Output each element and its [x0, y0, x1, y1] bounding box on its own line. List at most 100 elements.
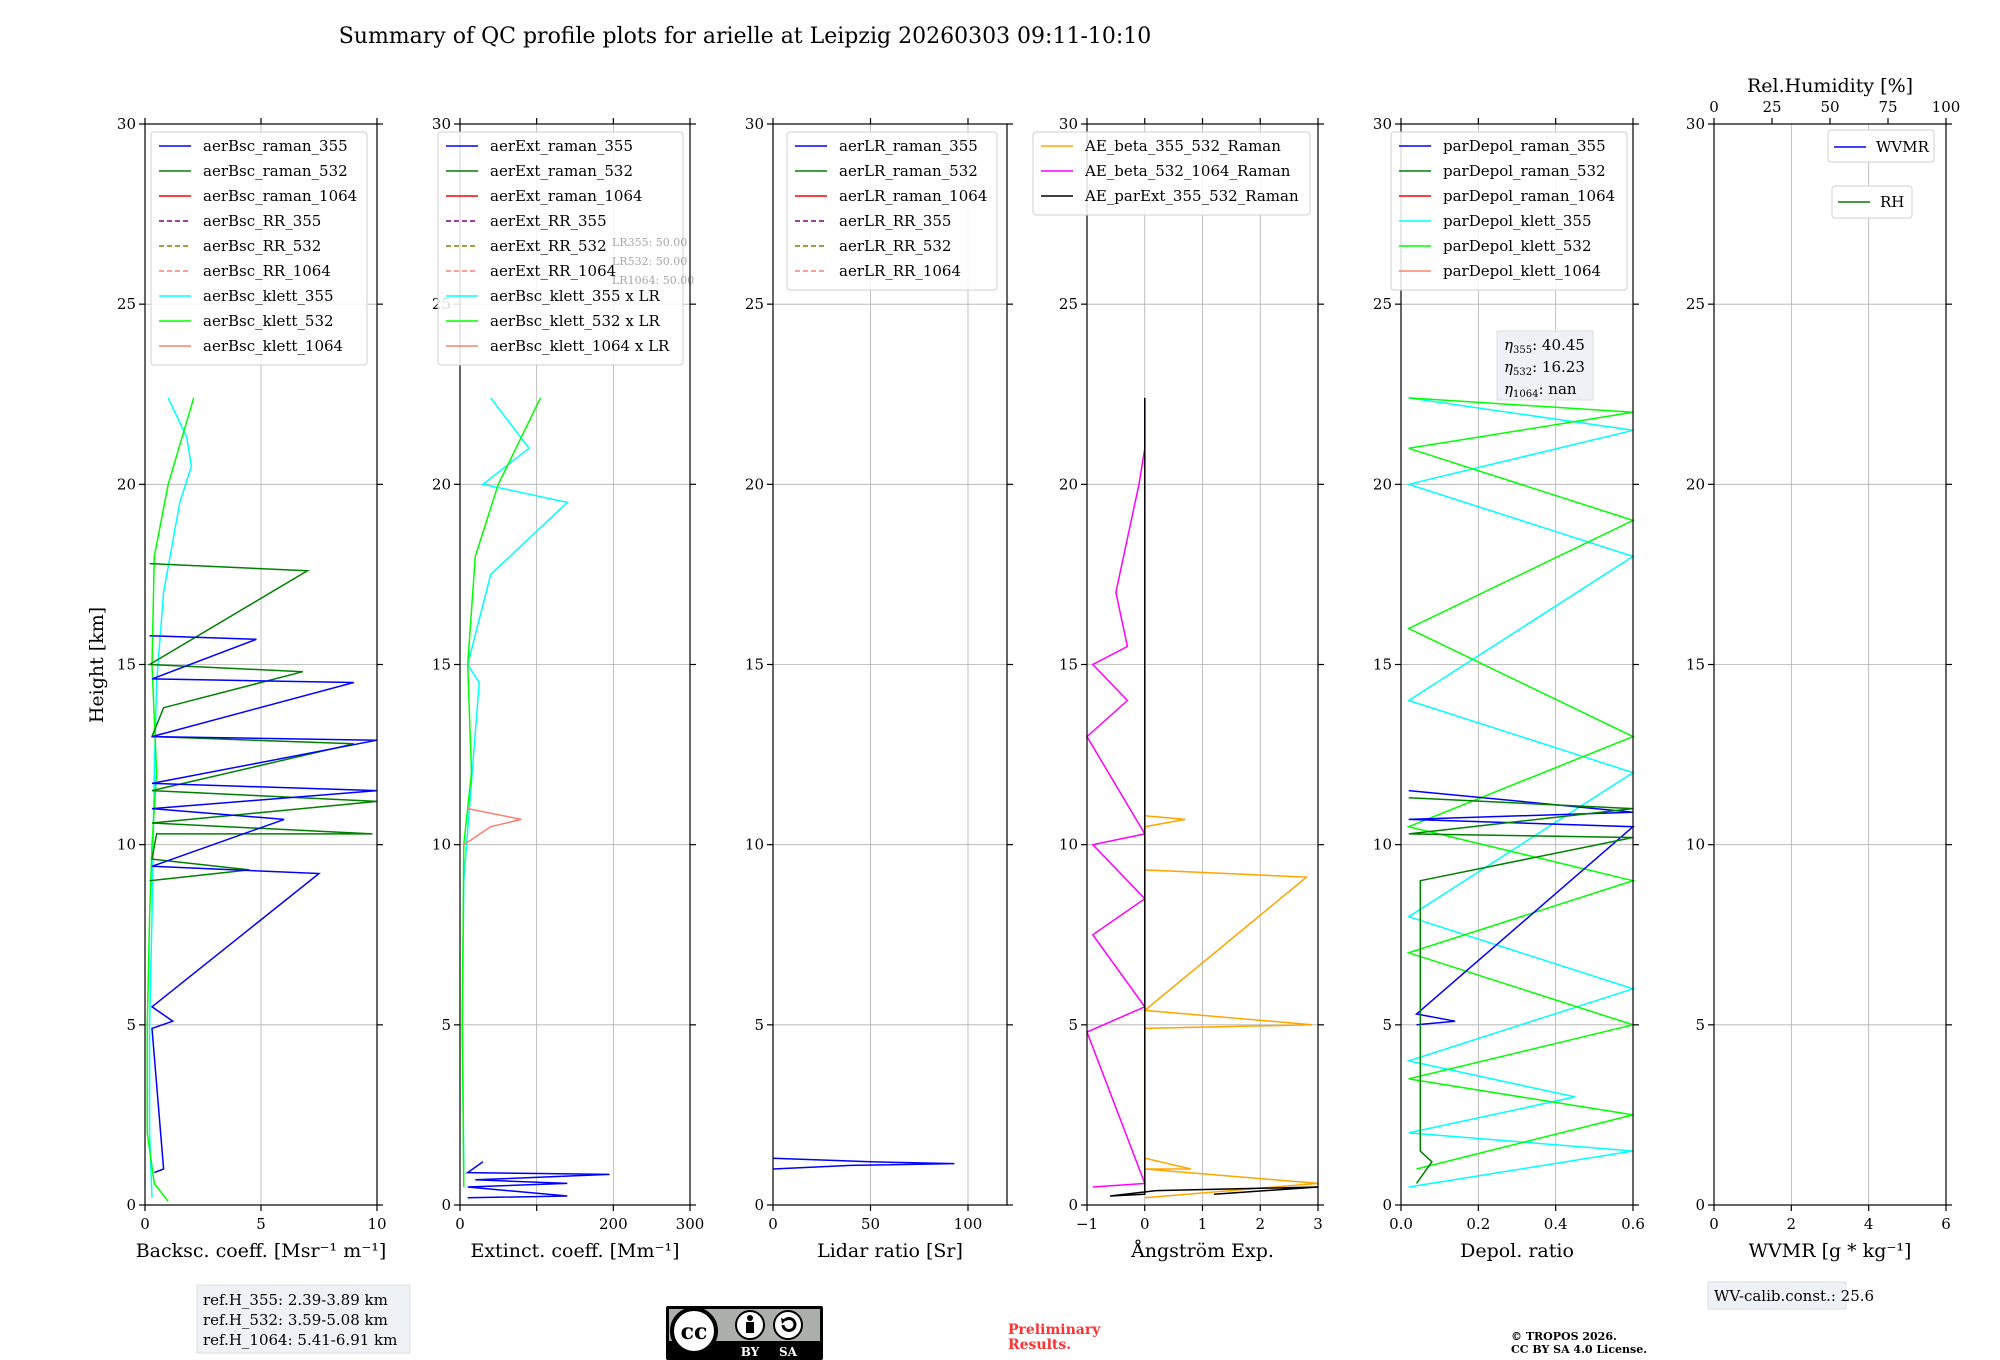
- ytick-label-ae: 20: [1059, 475, 1078, 493]
- legend-box-ext: [437, 131, 684, 366]
- legend-box-wv: [1831, 185, 1913, 219]
- ytick-label-ae: 25: [1059, 295, 1078, 313]
- cc-license-badge: cc BY SA: [666, 1306, 823, 1360]
- legend-label-lr: aerLR_raman_1064: [839, 187, 987, 205]
- ref-height-532: ref.H_532: 3.59-5.08 km: [203, 1311, 388, 1329]
- xtick-label-ext: 300: [676, 1215, 705, 1233]
- ytick-label-bsc: 5: [126, 1016, 136, 1034]
- xtick-label-ext: 200: [599, 1215, 628, 1233]
- ytick-label-lr: 5: [754, 1016, 764, 1034]
- cc-sa-label: SA: [779, 1345, 798, 1359]
- xtick-label-wv: 0: [1709, 1215, 1719, 1233]
- series-parDepol_raman_355: [1408, 789, 1635, 1026]
- xtick-label-lr: 0: [768, 1215, 778, 1233]
- series-aerBsc_klett_532: [146, 397, 195, 1202]
- legend-label-bsc: aerBsc_klett_355: [203, 287, 334, 305]
- legend-label-bsc: aerBsc_RR_355: [203, 212, 321, 230]
- legend-ae: AE_beta_355_532_Raman AE_beta_532_1064_Ra…: [1032, 131, 1311, 216]
- legend-label-ext: aerExt_raman_532: [490, 162, 633, 180]
- series-parDepol_klett_355: [1405, 397, 1636, 1188]
- series-aerLR_raman_355: [772, 1157, 955, 1170]
- eta-532-value: 16.23: [1542, 358, 1585, 376]
- ytick-label-ext: 10: [432, 836, 451, 854]
- preliminary-line-2: Results.: [1008, 1337, 1071, 1353]
- svg-text:η532: 16.23: η532: 16.23: [1504, 358, 1585, 378]
- xtick-label-ae: −1: [1076, 1215, 1098, 1233]
- legend-label-depol: parDepol_klett_1064: [1443, 262, 1601, 280]
- series-aerBsc_raman_532: [147, 562, 378, 882]
- ytick-label-lr: 0: [754, 1196, 764, 1214]
- ref-height-355: ref.H_355: 2.39-3.89 km: [203, 1291, 388, 1309]
- legend-label-depol: parDepol_raman_1064: [1443, 187, 1615, 205]
- ytick-label-wv: 25: [1686, 295, 1705, 313]
- ytick-label-lr: 20: [745, 475, 764, 493]
- ytick-label-depol: 10: [1373, 836, 1392, 854]
- ytick-label-ext: 30: [432, 115, 451, 133]
- cc-logo-text: cc: [681, 1319, 708, 1345]
- preliminary-line-1: Preliminary: [1008, 1322, 1101, 1338]
- ytick-label-wv: 0: [1695, 1196, 1705, 1214]
- series-aerBsc_klett_532 x LR: [461, 397, 542, 1188]
- legend-label-lr: aerLR_RR_355: [839, 212, 951, 230]
- lr-note-1064: LR1064: 50.00: [612, 274, 694, 287]
- xtick-label-bsc: 0: [140, 1215, 150, 1233]
- ytick-label-ae: 5: [1068, 1016, 1078, 1034]
- legend-label-lr: aerLR_RR_1064: [839, 262, 961, 280]
- eta-box: η355: 40.45 η532: 16.23 η1064: nan: [1496, 330, 1594, 401]
- legend-lr: aerLR_raman_355 aerLR_raman_532 aerLR_rama…: [786, 131, 998, 291]
- xtick-label-ae: 3: [1313, 1215, 1323, 1233]
- xlabel-ext: Extinct. coeff. [Mm⁻¹]: [470, 1240, 679, 1262]
- xtick-label-ext: 0: [455, 1215, 465, 1233]
- legend-label-depol: parDepol_raman_355: [1443, 137, 1606, 155]
- ytick-label-depol: 0: [1382, 1196, 1392, 1214]
- legend-label-ext: aerExt_raman_1064: [490, 187, 643, 205]
- sa-share-icon: [773, 1310, 803, 1340]
- legend-label-bsc: aerBsc_raman_355: [203, 137, 348, 155]
- legend-label-bsc: aerBsc_raman_532: [203, 162, 348, 180]
- legend-depol: parDepol_raman_355 parDepol_raman_532 parD…: [1390, 131, 1628, 291]
- copyright-line-2: CC BY SA 4.0 License.: [1511, 1343, 1647, 1356]
- ytick-label-lr: 15: [745, 656, 764, 674]
- series-parDepol_raman_532: [1408, 797, 1634, 1184]
- ytick-label-ae: 10: [1059, 836, 1078, 854]
- ytick-label-depol: 5: [1382, 1016, 1392, 1034]
- ytick-label-wv: 10: [1686, 836, 1705, 854]
- series-AE_parExt_355_532_Raman: [1110, 397, 1319, 1197]
- ytick-label-lr: 30: [745, 115, 764, 133]
- xtick-label-wv: 6: [1941, 1215, 1951, 1233]
- ytick-label-ae: 0: [1068, 1196, 1078, 1214]
- ytick-label-bsc: 0: [126, 1196, 136, 1214]
- y-axis-label: Height [km]: [86, 607, 108, 723]
- top-xlabel-wv: Rel.Humidity [%]: [1747, 75, 1913, 97]
- legend-label-ext: aerBsc_klett_1064 x LR: [490, 337, 670, 355]
- legend-label-ext: aerExt_RR_355: [490, 212, 607, 230]
- legend-label-ext: aerExt_RR_1064: [490, 262, 616, 280]
- legend-label-bsc: aerBsc_klett_1064: [203, 337, 343, 355]
- ytick-label-lr: 10: [745, 836, 764, 854]
- xtick-label-wv: 4: [1864, 1215, 1874, 1233]
- ytick-label-bsc: 25: [117, 295, 136, 313]
- legend-label-ext: aerExt_RR_532: [490, 237, 607, 255]
- xtick-label-ae: 1: [1198, 1215, 1208, 1233]
- xtick-label-depol: 0.0: [1389, 1215, 1413, 1233]
- ytick-label-bsc: 20: [117, 475, 136, 493]
- series-aerExt_raman_355: [465, 1161, 610, 1199]
- series-AE_beta_532_1064_Raman: [1086, 397, 1146, 1188]
- xtick-label-lr: 50: [861, 1215, 880, 1233]
- legend-label-bsc: aerBsc_RR_532: [203, 237, 321, 255]
- legend-label-bsc: aerBsc_raman_1064: [203, 187, 357, 205]
- ytick-label-ext: 20: [432, 475, 451, 493]
- ytick-label-depol: 30: [1373, 115, 1392, 133]
- xlabel-lr: Lidar ratio [Sr]: [817, 1240, 963, 1262]
- legend-box-depol: [1390, 131, 1628, 291]
- ytick-label-depol: 25: [1373, 295, 1392, 313]
- xtick-label-lr: 100: [954, 1215, 983, 1233]
- ytick-label-bsc: 10: [117, 836, 136, 854]
- legend-label-lr: aerLR_raman_532: [839, 162, 978, 180]
- legend-label-depol: parDepol_klett_532: [1443, 237, 1592, 255]
- legend-label-ae: AE_parExt_355_532_Raman: [1084, 187, 1299, 205]
- wv-calib-box: WV-calib.const.: 25.6: [1707, 1281, 1874, 1310]
- xlabel-bsc: Backsc. coeff. [Msr⁻¹ m⁻¹]: [136, 1240, 387, 1262]
- xlabel-ae: Ångström Exp.: [1130, 1240, 1274, 1262]
